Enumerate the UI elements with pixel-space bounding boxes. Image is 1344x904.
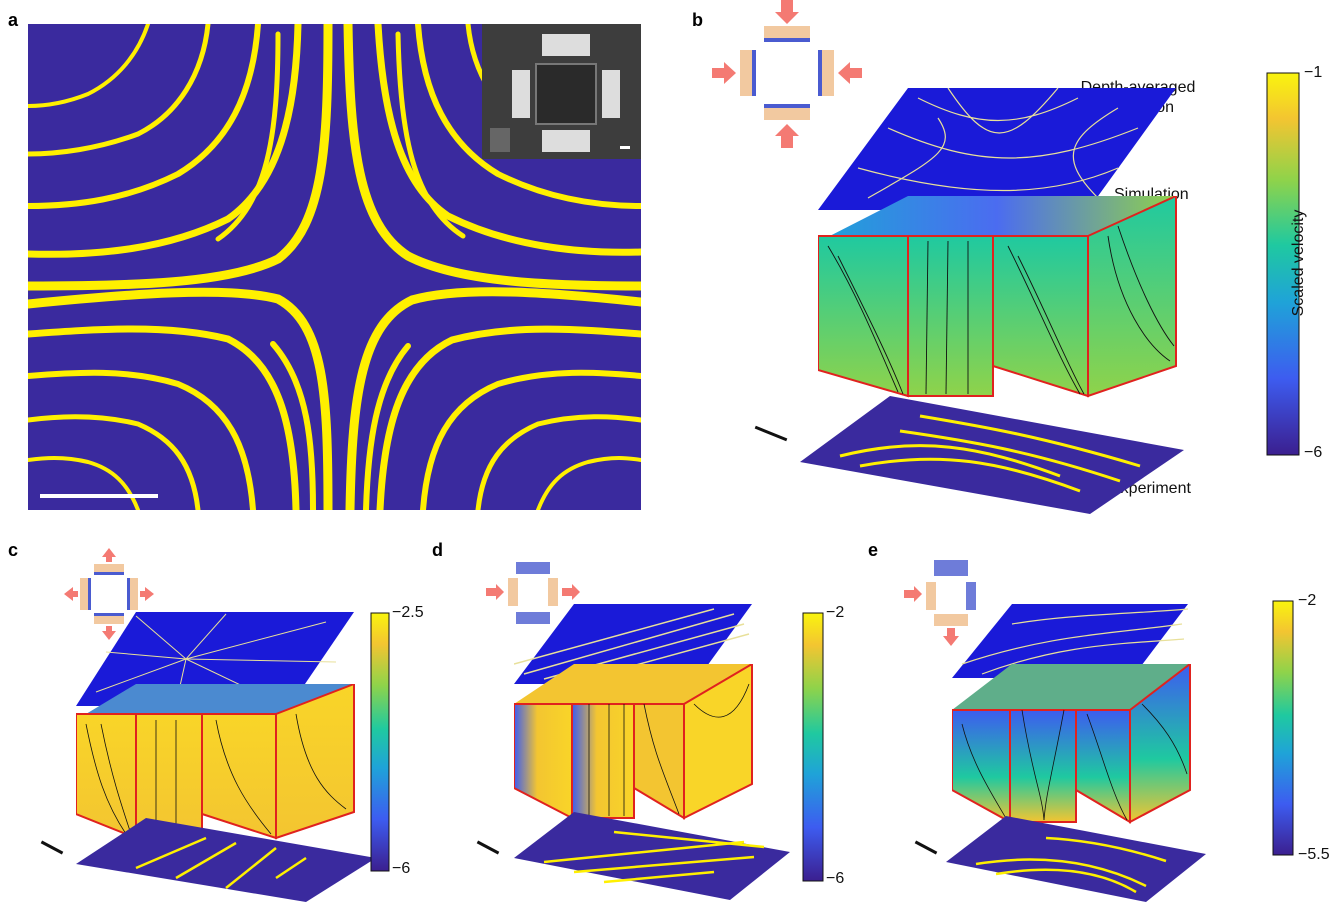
panel-letter-b: b	[692, 10, 703, 30]
panel-b-colorbar-min: −6	[1304, 444, 1323, 461]
panel-c-depth-averaged-sheet	[76, 612, 354, 706]
panel-letter-e: e	[868, 540, 879, 560]
panel-b-simulation-box	[818, 196, 1177, 398]
panel-b-colorbar	[1266, 72, 1300, 456]
panel-e-experiment-sheet	[946, 816, 1206, 902]
panel-c-colorbar-max: −2.5	[392, 604, 424, 621]
panel-e-simulation-box	[952, 664, 1191, 824]
panel-a-scale-bar	[40, 494, 158, 498]
double-headed-arrow-icon	[904, 586, 959, 646]
panel-d-scale-bar	[476, 840, 500, 855]
panel-letter-c: c	[8, 540, 19, 560]
panel-c-experiment-sheet	[76, 818, 376, 902]
panel-a-streak-image	[28, 24, 641, 510]
panel-b-electrode-array-icon	[712, 0, 862, 148]
panel-e-colorbar-min: −5.5	[1298, 846, 1330, 863]
double-headed-arrow-icon	[486, 584, 580, 600]
panel-b-colorbar-max: −1	[1304, 64, 1323, 81]
panel-c-electrode-array-icon	[64, 548, 154, 640]
panel-d-colorbar	[802, 612, 824, 882]
panel-d-experiment-sheet	[514, 812, 790, 900]
panel-b-scale-bar	[754, 425, 788, 442]
panel-e-colorbar-max: −2	[1298, 592, 1317, 609]
panel-e-electrode-array-icon	[904, 560, 976, 646]
panel-letter-d: d	[432, 540, 443, 560]
panel-e-depth-averaged-sheet	[952, 604, 1189, 678]
panel-c-colorbar-min: −6	[392, 860, 411, 877]
panel-c-colorbar	[370, 612, 390, 872]
panel-a-inset	[482, 24, 641, 159]
double-headed-arrow-icon	[712, 0, 862, 148]
panel-e-scale-bar	[914, 840, 938, 855]
panel-d-simulation-box	[514, 664, 753, 820]
panel-d-electrode-array-icon	[486, 562, 580, 624]
panel-d-colorbar-min: −6	[826, 870, 845, 887]
double-headed-arrow-icon	[64, 548, 154, 640]
panel-c-simulation-box	[76, 684, 355, 840]
panel-b-depth-averaged-sheet	[818, 88, 1176, 210]
panel-b-colorbar-title: Scaled velocity	[1290, 209, 1307, 317]
panel-d-colorbar-max: −2	[826, 604, 845, 621]
panel-b-experiment-sheet	[800, 396, 1184, 514]
panel-c-scale-bar	[40, 840, 64, 855]
panel-letter-a: a	[8, 10, 19, 30]
panel-e-colorbar	[1272, 600, 1294, 856]
